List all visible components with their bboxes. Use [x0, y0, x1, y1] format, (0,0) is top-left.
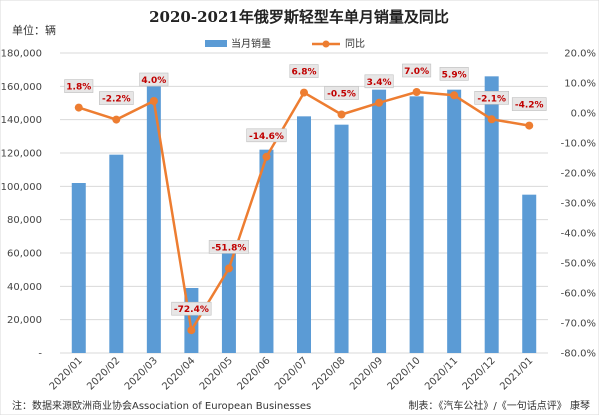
data-label: -0.5% [327, 90, 356, 100]
legend: 当月销量 同比 [205, 37, 365, 50]
bar-2020/11 [447, 89, 462, 354]
data-label: 6.8% [292, 68, 317, 78]
bar-2020/09 [372, 89, 387, 354]
yoy-point-2020/11 [450, 91, 459, 100]
legend-bar-label: 当月销量 [231, 37, 271, 50]
yoy-point-2020/01 [74, 103, 83, 112]
footer-source: 注：数据来源欧洲商业协会Association of European Busi… [12, 399, 311, 412]
bar-2020/01 [71, 183, 86, 353]
bar-2021/01 [522, 194, 537, 353]
data-label: 3.4% [367, 78, 392, 88]
legend-line-label: 同比 [345, 38, 365, 50]
data-label-box [246, 128, 287, 143]
left-tick-label: 120,000 [1, 149, 42, 160]
footer-credit: 制表：《汽车公社》/《一句话点评》 康琴 [408, 399, 590, 412]
right-tick-label: -80.0% [561, 349, 596, 360]
right-tick-label: -70.0% [561, 319, 596, 330]
data-label-box [289, 64, 319, 78]
left-tick-label: 20,000 [7, 315, 42, 326]
right-tick-label: -50.0% [561, 259, 596, 270]
right-tick-label: -30.0% [561, 199, 596, 210]
right-tick-label: 20.0% [564, 49, 596, 60]
data-label: -14.6% [249, 132, 284, 142]
yoy-point-2020/04 [187, 326, 196, 335]
right-tick-label: -60.0% [561, 289, 596, 300]
data-label-box [511, 97, 547, 111]
data-label: -2.1% [477, 94, 506, 104]
data-label-box [324, 86, 359, 100]
data-label: 5.9% [442, 70, 467, 80]
left-tick-label: 140,000 [1, 115, 42, 126]
data-label-box [364, 74, 394, 89]
yoy-point-2020/09 [375, 98, 384, 107]
bar-2020/02 [109, 154, 124, 353]
data-label-box [402, 63, 432, 78]
yoy-point-2020/06 [262, 152, 271, 161]
data-label: -4.2% [515, 101, 544, 111]
yoy-point-2020/10 [412, 88, 421, 96]
yoy-point-2020/08 [337, 110, 346, 119]
legend-bar-swatch [205, 40, 227, 47]
yoy-point-2020/02 [112, 115, 121, 124]
data-label-box [474, 91, 509, 105]
unit-label: 单位：辆 [12, 23, 56, 37]
data-label: -72.4% [174, 305, 209, 315]
right-tick-label: 10.0% [564, 79, 596, 90]
bar-series [71, 76, 537, 354]
legend-line-marker [322, 40, 330, 48]
yoy-point-2020/05 [224, 264, 233, 273]
bar-2020/03 [146, 86, 161, 353]
right-tick-label: 0.0% [571, 109, 596, 120]
data-label-box [439, 67, 469, 81]
data-label: -2.2% [102, 95, 131, 105]
data-label-box [64, 79, 94, 93]
left-tick-label: 160,000 [1, 82, 42, 93]
chart-title: 2020-2021年俄罗斯轻型车单月销量及同比 [149, 8, 449, 26]
data-label-box [139, 72, 169, 87]
left-tick-label: - [38, 349, 42, 360]
left-tick-label: 40,000 [7, 282, 42, 293]
yoy-point-2021/01 [525, 121, 534, 130]
data-label: -51.8% [211, 243, 246, 253]
bar-2020/10 [409, 96, 424, 353]
bar-2020/07 [297, 116, 311, 353]
data-label: 7.0% [404, 67, 429, 77]
data-label-box [171, 301, 212, 316]
data-label: 4.0% [141, 76, 166, 86]
right-tick-label: -20.0% [561, 169, 596, 180]
yoy-point-2020/03 [149, 97, 158, 105]
right-tick-label: -40.0% [561, 229, 596, 240]
data-label-box [208, 240, 250, 254]
line-series: 1.8% -2.2% 4.0% -72.4% -51.8% -14.6% 6.8% -0.5%… [64, 63, 547, 335]
bar-2020/12 [484, 76, 499, 353]
right-axis-ticks: -80.0% -70.0% -60.0% -50.0% -40.0% -30.0% -20.… [561, 49, 596, 360]
left-tick-label: 60,000 [7, 249, 42, 260]
yoy-point-2020/07 [300, 88, 308, 97]
bar-2020/06 [259, 149, 274, 353]
left-tick-label: 180,000 [1, 49, 42, 60]
left-tick-label: 80,000 [7, 215, 42, 226]
bar-2020/08 [334, 124, 349, 354]
right-tick-label: -10.0% [561, 139, 596, 150]
data-label: 1.8% [66, 83, 91, 93]
left-tick-label: 100,000 [1, 182, 42, 193]
data-label-box [99, 91, 134, 105]
yoy-point-2020/12 [487, 115, 496, 124]
left-axis-ticks: - 20,000 40,000 60,000 80,000 100,000 120,000 1… [1, 49, 43, 360]
